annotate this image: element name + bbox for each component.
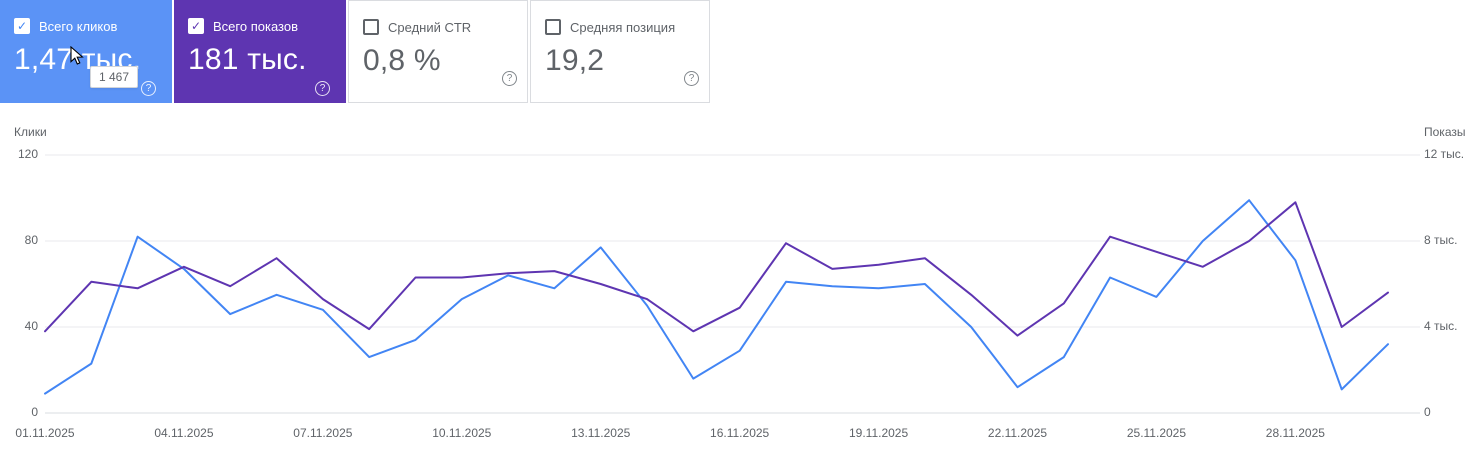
right-axis-tick: 8 тыс.: [1424, 233, 1458, 247]
card-header: Средняя позиция: [545, 19, 695, 35]
checkmark-icon: ✓: [190, 19, 202, 33]
card-value: 0,8 %: [363, 44, 441, 77]
card-header: ✓ Всего показов: [188, 18, 332, 34]
impressions-line: [44, 201, 1389, 337]
x-axis-tick: 04.11.2025: [154, 426, 214, 440]
card-label: Средняя позиция: [570, 19, 676, 35]
performance-chart[interactable]: Клики Показы 0 40 80 120 0 4 тыс. 8 тыс. 12 тыс…: [0, 121, 1482, 461]
left-axis-tick: 120: [17, 147, 38, 161]
card-value: 181 тыс.: [188, 43, 307, 76]
average-ctr-checkbox[interactable]: [363, 19, 379, 35]
help-icon[interactable]: ?: [684, 71, 699, 86]
x-axis-tick: 19.11.2025: [848, 426, 909, 440]
left-axis-title: Клики: [14, 125, 47, 139]
help-icon[interactable]: ?: [502, 71, 517, 86]
x-axis-tick: 01.11.2025: [15, 426, 75, 440]
total-clicks-checkbox[interactable]: ✓: [14, 18, 30, 34]
card-label: Всего кликов: [39, 18, 118, 34]
clicks-line: [44, 199, 1389, 395]
chart-canvas-holder: [0, 121, 1482, 466]
x-axis-tick: 16.11.2025: [710, 426, 770, 440]
x-axis-tick: 25.11.2025: [1126, 426, 1187, 440]
x-axis-tick: 10.11.2025: [432, 426, 492, 440]
right-axis-tick: 12 тыс.: [1424, 147, 1465, 161]
card-header: Средний CTR: [363, 19, 513, 35]
card-header: ✓ Всего кликов: [14, 18, 158, 34]
help-icon[interactable]: ?: [315, 81, 330, 96]
left-axis-tick: 0: [31, 405, 38, 419]
mouse-cursor: [70, 46, 84, 65]
card-label: Средний CTR: [388, 19, 472, 35]
card-total-clicks[interactable]: ✓ Всего кликов 1,47 тыс. ? 1 467: [0, 0, 172, 103]
left-axis-tick: 80: [24, 233, 38, 247]
card-value: 19,2: [545, 44, 605, 77]
x-axis-tick: 28.11.2025: [1265, 426, 1325, 440]
x-axis-tick: 22.11.2025: [987, 426, 1048, 440]
right-axis-tick: 0: [1424, 405, 1431, 419]
card-average-ctr[interactable]: Средний CTR 0,8 % ?: [348, 0, 528, 103]
x-axis-tick: 13.11.2025: [571, 426, 631, 440]
chart-canvas: [44, 154, 1420, 414]
total-impressions-checkbox[interactable]: ✓: [188, 18, 204, 34]
card-average-position[interactable]: Средняя позиция 19,2 ?: [530, 0, 710, 103]
right-axis-tick: 4 тыс.: [1424, 319, 1458, 333]
card-total-impressions[interactable]: ✓ Всего показов 181 тыс. ?: [174, 0, 346, 103]
checkmark-icon: ✓: [16, 19, 28, 33]
metric-cards-row: ✓ Всего кликов 1,47 тыс. ? 1 467 ✓ Всего…: [0, 0, 710, 103]
value-tooltip: 1 467: [90, 66, 139, 88]
right-axis-title: Показы: [1424, 125, 1466, 139]
left-axis-tick: 40: [24, 319, 38, 333]
x-axis-tick: 07.11.2025: [293, 426, 353, 440]
average-position-checkbox[interactable]: [545, 19, 561, 35]
help-icon[interactable]: ?: [141, 81, 156, 96]
card-label: Всего показов: [213, 18, 298, 34]
